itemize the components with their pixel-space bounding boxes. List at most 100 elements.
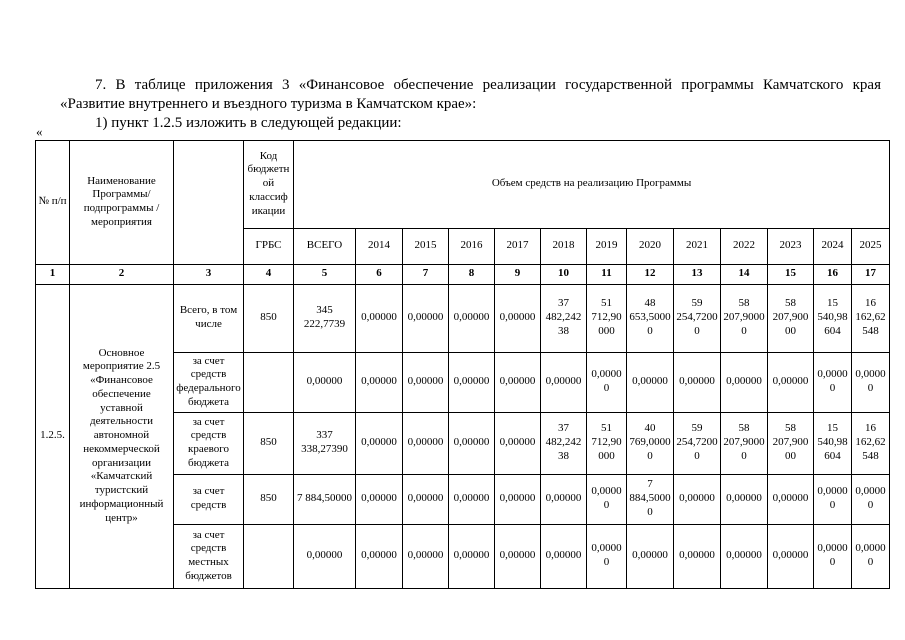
col-header-year-2022: 2022 xyxy=(720,227,768,265)
year-value-cell: 16 162,62548 xyxy=(850,283,891,353)
year-value-cell: 48 653,50000 xyxy=(626,283,674,353)
year-value-cell: 0,00000 xyxy=(448,411,495,475)
year-value-cell: 7 884,50000 xyxy=(626,473,674,525)
year-value-cell: 0,00000 xyxy=(626,351,674,413)
year-value-cell: 0,00000 xyxy=(767,473,814,525)
col-header-year-2024: 2024 xyxy=(813,227,852,265)
total-value-cell: 0,00000 xyxy=(293,351,356,413)
total-value-cell: 345 222,7739 xyxy=(293,283,356,353)
col-header-year-2015: 2015 xyxy=(402,227,449,265)
finance-table: № п/п Наименование Программы/ подпрограм… xyxy=(35,139,891,589)
col-header-grbs: ГРБС xyxy=(243,227,294,265)
edit-clause-paragraph: 1) пункт 1.2.5 изложить в следующей реда… xyxy=(95,115,402,132)
year-value-cell: 0,00000 xyxy=(402,523,449,589)
year-value-cell: 51 712,90000 xyxy=(586,283,627,353)
column-number: 4 xyxy=(243,263,294,285)
year-value-cell: 0,00000 xyxy=(448,283,495,353)
year-value-cell: 0,00000 xyxy=(402,473,449,525)
grbs-cell xyxy=(243,351,294,413)
year-value-cell: 15 540,98604 xyxy=(813,283,852,353)
table-row: за счет средств 850 7 884,50000 0,00000 0,00… xyxy=(36,473,891,525)
year-value-cell: 0,00000 xyxy=(540,351,587,413)
year-value-cell: 15 540,98604 xyxy=(813,411,852,475)
header-row-top: № п/п Наименование Программы/ подпрограм… xyxy=(35,139,891,265)
year-value-cell: 0,00000 xyxy=(355,523,403,589)
col-header-year-2023: 2023 xyxy=(767,227,814,265)
col-header-year-2021: 2021 xyxy=(673,227,721,265)
year-value-cell: 16 162,62548 xyxy=(850,411,891,475)
col-header-budget-code: Код бюджетн ой классиф икации xyxy=(243,139,294,229)
year-value-cell: 37 482,24238 xyxy=(540,283,587,353)
column-number: 9 xyxy=(494,263,541,285)
year-value-cell: 0,00000 xyxy=(813,523,852,589)
table-row: 1.2.5. Основное мероприятие 2.5 «Финансов… xyxy=(35,283,891,589)
year-value-cell: 0,00000 xyxy=(850,473,891,525)
year-value-cell: 0,00000 xyxy=(448,351,495,413)
year-value-cell: 0,00000 xyxy=(586,523,627,589)
year-value-cell: 0,00000 xyxy=(402,283,449,353)
year-value-cell: 58 207,90000 xyxy=(720,411,768,475)
col-header-name: Наименование Программы/ подпрограммы / м… xyxy=(69,139,174,265)
year-value-cell: 0,00000 xyxy=(494,411,541,475)
table-row: за счет средств краевого бюджета 850 337 3… xyxy=(36,411,891,475)
year-value-cell: 0,00000 xyxy=(673,351,721,413)
column-number: 1 xyxy=(35,263,70,285)
col-header-year-2025: 2025 xyxy=(850,227,891,265)
column-number: 8 xyxy=(448,263,495,285)
row-label-cell: Всего, в том числе xyxy=(173,283,244,353)
year-value-cell: 0,00000 xyxy=(720,351,768,413)
year-value-cell: 58 207,90000 xyxy=(767,411,814,475)
year-value-cell: 0,00000 xyxy=(494,283,541,353)
column-number: 5 xyxy=(293,263,356,285)
col-header-num: № п/п xyxy=(35,139,70,265)
column-number: 10 xyxy=(540,263,587,285)
year-value-cell: 0,00000 xyxy=(720,473,768,525)
col-header-year-2014: 2014 xyxy=(355,227,403,265)
year-value-cell: 0,00000 xyxy=(355,473,403,525)
year-value-cell: 0,00000 xyxy=(767,523,814,589)
year-value-cell: 0,00000 xyxy=(494,351,541,413)
row-label-cell: за счет средств xyxy=(173,473,244,525)
year-value-cell: 0,00000 xyxy=(720,523,768,589)
row-label-cell: за счет средств федерального бюджета xyxy=(173,351,244,413)
total-value-cell: 7 884,50000 xyxy=(293,473,356,525)
column-number: 14 xyxy=(720,263,768,285)
column-number: 15 xyxy=(767,263,814,285)
year-value-cell: 0,00000 xyxy=(355,411,403,475)
year-value-cell: 0,00000 xyxy=(448,473,495,525)
year-value-cell: 0,00000 xyxy=(673,523,721,589)
col-header-year-2016: 2016 xyxy=(448,227,495,265)
table-row: за счет средств местных бюджетов 0,00000 0… xyxy=(36,523,891,589)
grbs-cell: 850 xyxy=(243,283,294,353)
year-value-cell: 0,00000 xyxy=(586,473,627,525)
year-value-cell: 0,00000 xyxy=(850,351,891,413)
year-value-cell: 0,00000 xyxy=(813,351,852,413)
year-value-cell: 0,00000 xyxy=(813,473,852,525)
column-number: 13 xyxy=(673,263,721,285)
open-quote-mark: « xyxy=(36,124,43,139)
year-value-cell: 0,00000 xyxy=(448,523,495,589)
year-value-cell: 0,00000 xyxy=(850,523,891,589)
year-value-cell: 0,00000 xyxy=(540,473,587,525)
column-number: 16 xyxy=(813,263,852,285)
year-value-cell: 0,00000 xyxy=(355,351,403,413)
year-value-cell: 58 207,90000 xyxy=(720,283,768,353)
total-value-cell: 0,00000 xyxy=(293,523,356,589)
year-value-cell: 59 254,72000 xyxy=(673,283,721,353)
column-number: 11 xyxy=(586,263,627,285)
grbs-cell: 850 xyxy=(243,473,294,525)
col-header-year-2018: 2018 xyxy=(540,227,587,265)
column-number: 12 xyxy=(626,263,674,285)
total-value-cell: 337 338,27390 xyxy=(293,411,356,475)
year-value-cell: 0,00000 xyxy=(494,473,541,525)
year-value-cell: 0,00000 xyxy=(494,523,541,589)
year-value-cell: 0,00000 xyxy=(402,411,449,475)
grbs-cell xyxy=(243,523,294,589)
year-value-cell: 59 254,72000 xyxy=(673,411,721,475)
col-header-year-2017: 2017 xyxy=(494,227,541,265)
year-value-cell: 51 712,90000 xyxy=(586,411,627,475)
col-header-type xyxy=(173,139,244,265)
year-value-cell: 0,00000 xyxy=(540,523,587,589)
year-value-cell: 0,00000 xyxy=(586,351,627,413)
